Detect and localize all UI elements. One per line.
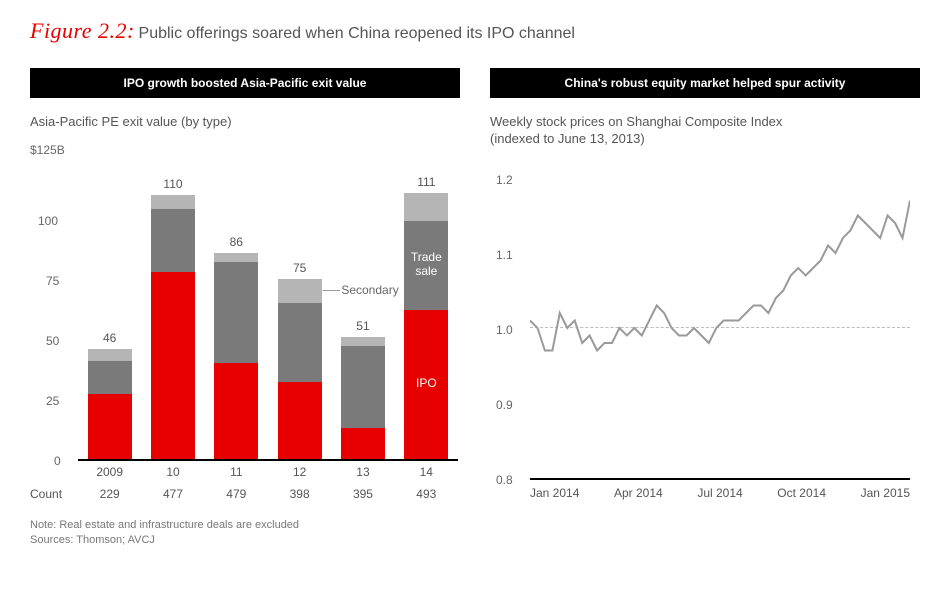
y-tick-label: 0	[54, 454, 61, 468]
x-tick-label: Jan 2014	[530, 486, 579, 500]
count-row: 229477479398395493	[78, 487, 458, 501]
trade-segment	[151, 209, 195, 271]
count-value: 395	[331, 487, 394, 501]
bar-total-label: 51	[356, 319, 369, 333]
x-tick-label: 14	[395, 465, 458, 479]
count-value: 479	[205, 487, 268, 501]
trade-segment	[214, 262, 258, 363]
x-tick-label: Jul 2014	[697, 486, 742, 500]
count-value: 477	[141, 487, 204, 501]
count-value: 398	[268, 487, 331, 501]
ipo-label: IPO	[404, 377, 448, 390]
y-tick-label: 1.2	[496, 173, 513, 187]
sources-text: Sources: Thomson; AVCJ	[30, 533, 920, 548]
trade-segment	[88, 361, 132, 395]
figure-caption: Public offerings soared when China reope…	[139, 25, 575, 42]
line-chart: 0.8 0.9 1.0 1.1 1.2 Jan 2014 Apr 2014 Jul 2014 O…	[490, 158, 920, 504]
left-subtitle: Asia-Pacific PE exit value (by type)	[30, 114, 460, 131]
secondary-segment	[88, 349, 132, 361]
ipo-segment	[341, 428, 385, 459]
figure-title: Figure 2.2: Public offerings soared when…	[30, 18, 920, 44]
secondary-segment	[341, 337, 385, 347]
x-tick-label: Apr 2014	[614, 486, 663, 500]
x-tick-label: Jan 2015	[861, 486, 910, 500]
y-tick-label: 0.9	[496, 398, 513, 412]
bar-chart: $125B025507510046110867551111SecondaryTr…	[30, 141, 460, 501]
bar-group: 110	[151, 195, 195, 459]
bar-total-label: 110	[163, 177, 182, 191]
ipo-segment	[214, 363, 258, 459]
trade-segment	[278, 303, 322, 382]
note-text: Note: Real estate and infrastructure dea…	[30, 518, 920, 533]
bar-group: 51	[341, 337, 385, 459]
left-panel-header: IPO growth boosted Asia-Pacific exit val…	[30, 68, 460, 98]
x-tick-label: 10	[141, 465, 204, 479]
x-tick-label: 12	[268, 465, 331, 479]
bar-plot-area: 46110867551111SecondaryTradesaleIPO	[78, 161, 458, 461]
y-tick-label: 25	[46, 394, 59, 408]
line-series	[530, 178, 910, 478]
line-plot-area	[530, 180, 910, 480]
footnotes: Note: Real estate and infrastructure dea…	[30, 518, 920, 549]
count-row-label: Count	[30, 487, 62, 501]
ipo-segment	[88, 394, 132, 459]
y-tick-label: 50	[46, 334, 59, 348]
count-value: 229	[78, 487, 141, 501]
ipo-segment	[278, 382, 322, 459]
bar-total-label: 111	[417, 175, 435, 189]
secondary-segment	[214, 253, 258, 263]
x-tick-label: 11	[205, 465, 268, 479]
y-tick-label: 0.8	[496, 473, 513, 487]
y-tick-label: 1.0	[496, 323, 513, 337]
y-axis-top-label: $125B	[30, 143, 65, 157]
secondary-callout: Secondary	[341, 283, 398, 297]
x-axis-labels: Jan 2014 Apr 2014 Jul 2014 Oct 2014 Jan 2015	[530, 486, 910, 500]
ipo-segment	[151, 272, 195, 459]
right-panel-header: China's robust equity market helped spur…	[490, 68, 920, 98]
bar-group: 111	[404, 193, 448, 459]
count-value: 493	[395, 487, 458, 501]
bar-group: 46	[88, 349, 132, 459]
y-tick-label: 75	[46, 274, 59, 288]
y-tick-label: 1.1	[496, 248, 513, 262]
secondary-segment	[278, 279, 322, 303]
x-axis-years: 20091011121314	[78, 465, 458, 479]
right-subtitle: Weekly stock prices on Shanghai Composit…	[490, 114, 920, 148]
bar-group: 75	[278, 279, 322, 459]
figure-label: Figure 2.2:	[30, 18, 135, 43]
bar-total-label: 75	[293, 261, 306, 275]
bar-total-label: 46	[103, 331, 116, 345]
secondary-segment	[404, 193, 448, 222]
right-panel: China's robust equity market helped spur…	[490, 68, 920, 504]
x-tick-label: 2009	[78, 465, 141, 479]
left-panel: IPO growth boosted Asia-Pacific exit val…	[30, 68, 460, 504]
secondary-segment	[151, 195, 195, 209]
trade-segment	[341, 346, 385, 428]
bar-total-label: 86	[230, 235, 243, 249]
x-tick-label: Oct 2014	[777, 486, 826, 500]
bar-group: 86	[214, 253, 258, 459]
x-tick-label: 13	[331, 465, 394, 479]
y-tick-label: 100	[38, 214, 58, 228]
trade-sale-label: Tradesale	[404, 251, 448, 277]
panels: IPO growth boosted Asia-Pacific exit val…	[30, 68, 920, 504]
